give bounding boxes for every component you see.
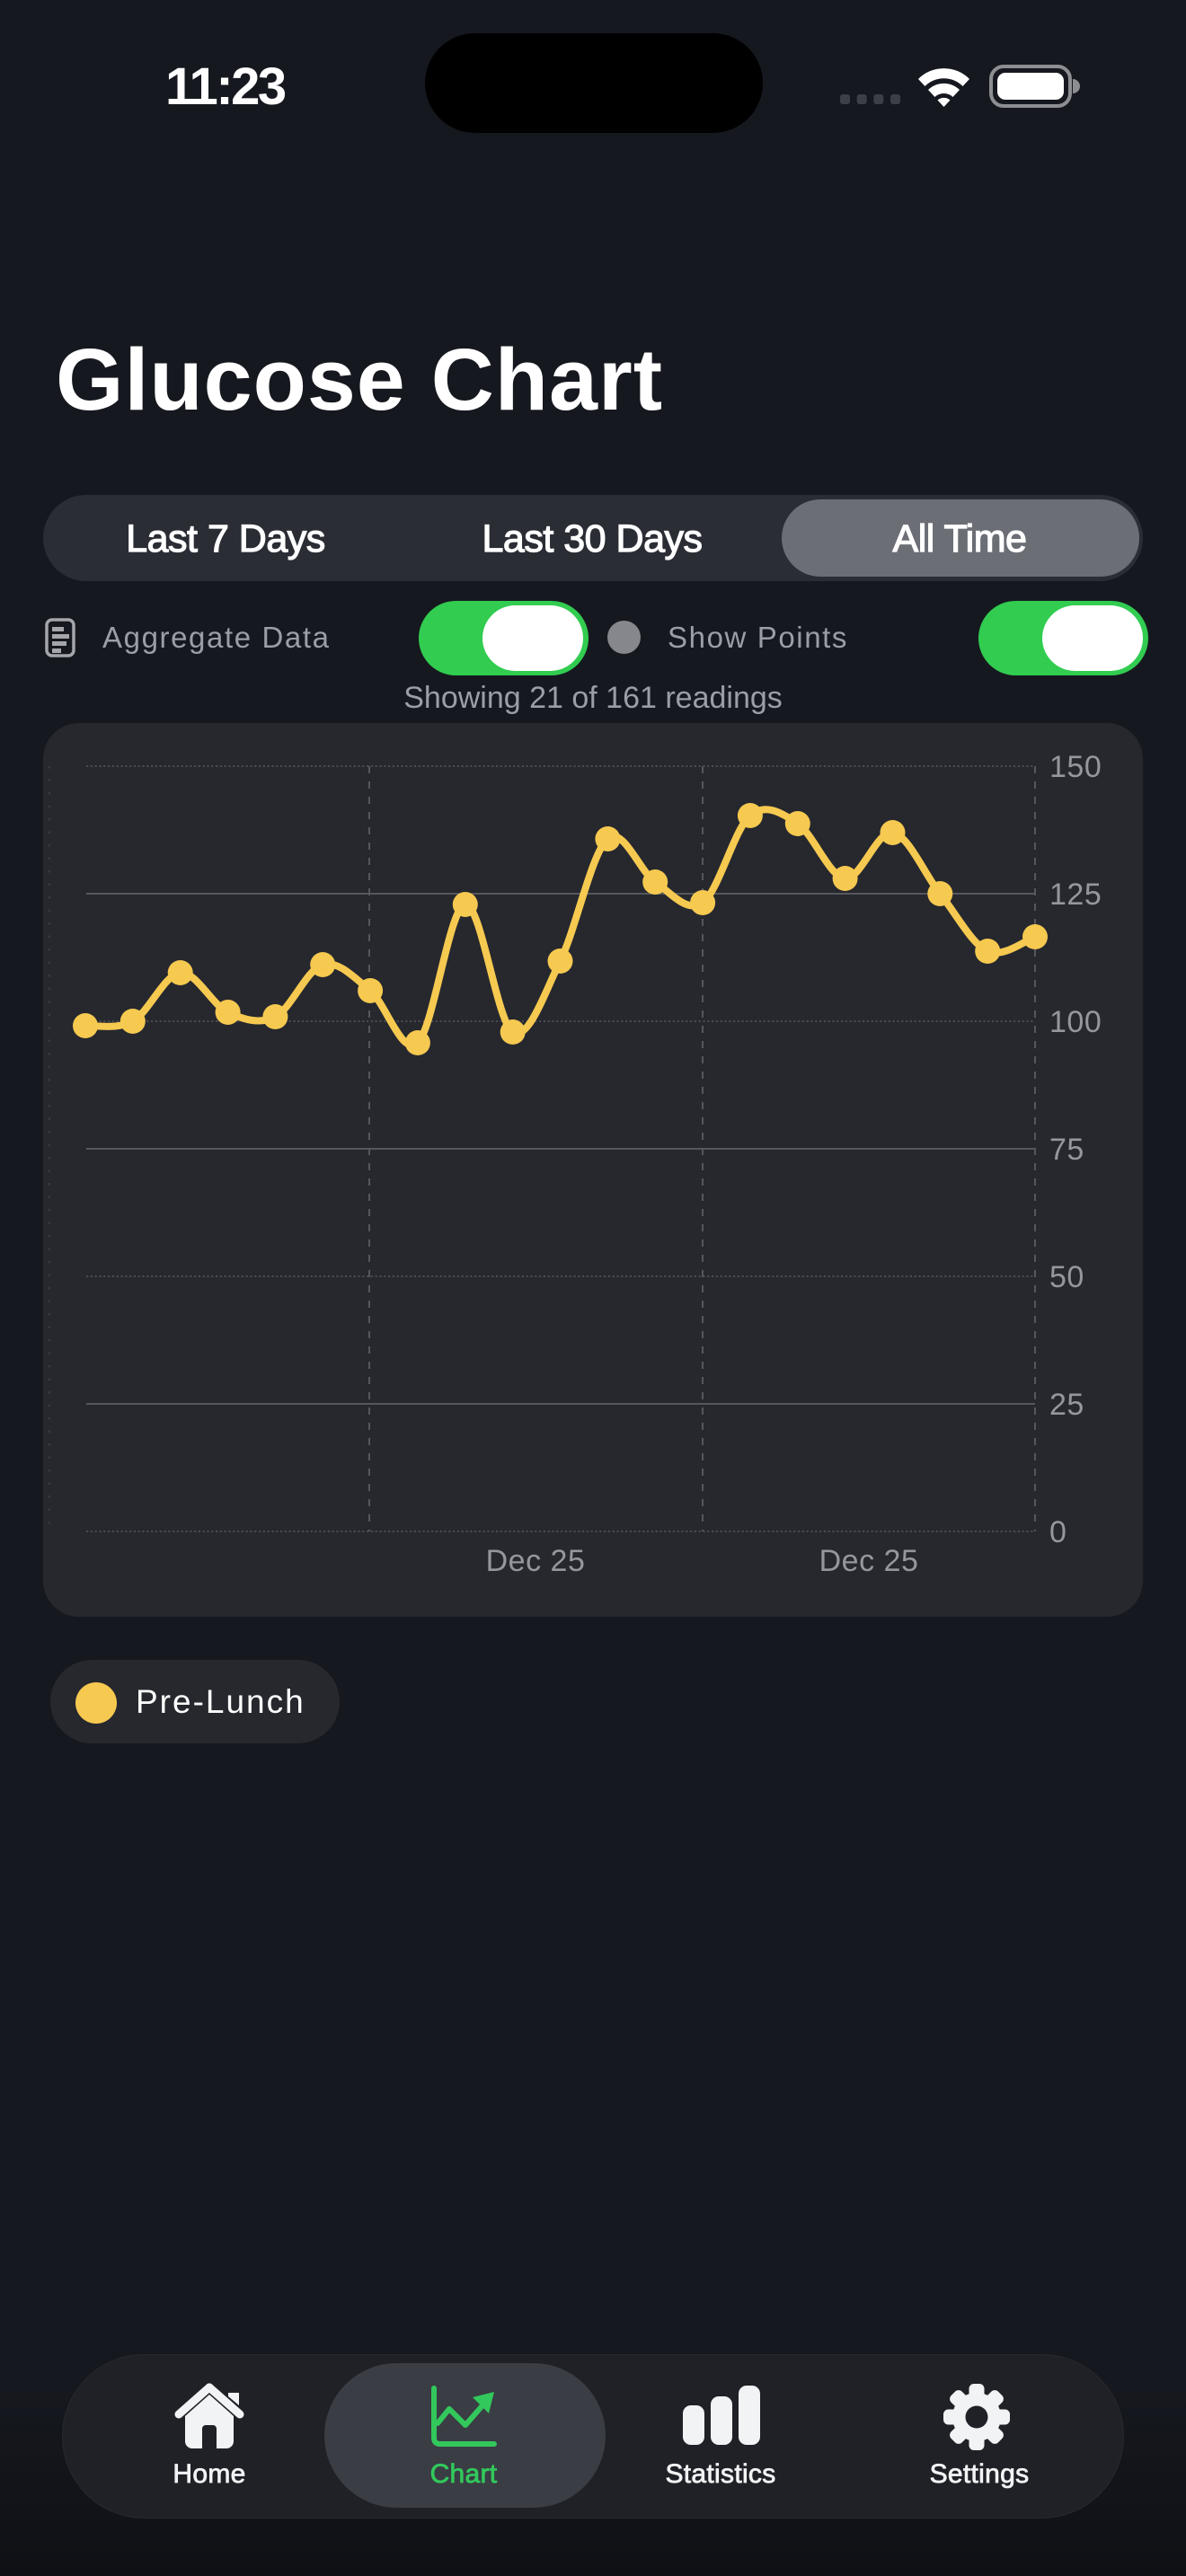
svg-text:Dec 25: Dec 25	[486, 1544, 586, 1578]
svg-text:0: 0	[1049, 1515, 1067, 1549]
svg-text:150: 150	[1049, 750, 1102, 784]
svg-text:75: 75	[1049, 1133, 1084, 1167]
svg-text:Dec 25: Dec 25	[819, 1544, 919, 1578]
svg-text:25: 25	[1049, 1388, 1084, 1422]
svg-text:100: 100	[1049, 1005, 1102, 1039]
svg-text:125: 125	[1049, 878, 1102, 912]
svg-text:50: 50	[1049, 1260, 1084, 1294]
